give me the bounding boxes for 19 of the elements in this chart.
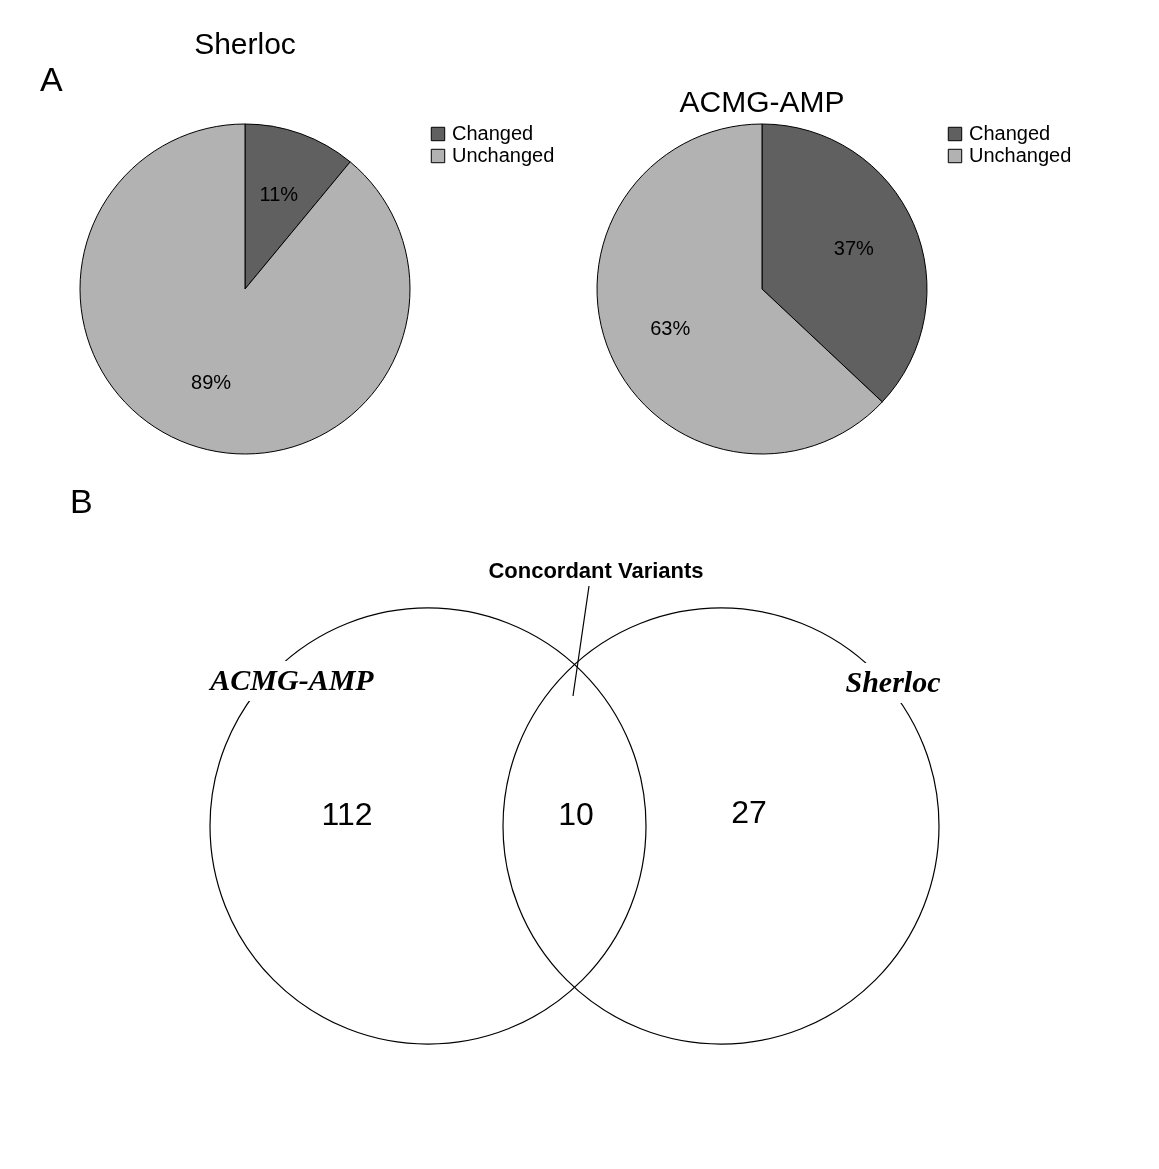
data-label: 11% <box>259 182 299 205</box>
category-label: Sherloc <box>845 665 941 698</box>
data-label: 63% <box>650 316 691 339</box>
data-label: 89% <box>191 371 232 394</box>
data-label: 37% <box>833 237 875 260</box>
data-label: 27 <box>731 794 767 830</box>
text: A <box>40 60 63 98</box>
legend-label: Changed <box>452 122 534 144</box>
data-label: 112 <box>321 796 373 832</box>
legend-label: Unchanged <box>969 144 1072 166</box>
chart-title: ACMG-AMP <box>679 85 845 118</box>
data-label: 10 <box>558 796 594 832</box>
text: B <box>70 482 93 520</box>
chart-title: Sherloc <box>194 27 296 60</box>
legend-label: Changed <box>969 122 1051 144</box>
text: Concordant Variants <box>488 558 704 583</box>
legend-label: Unchanged <box>452 144 555 166</box>
category-label: ACMG-AMP <box>208 663 375 696</box>
pie-slice <box>79 123 411 455</box>
